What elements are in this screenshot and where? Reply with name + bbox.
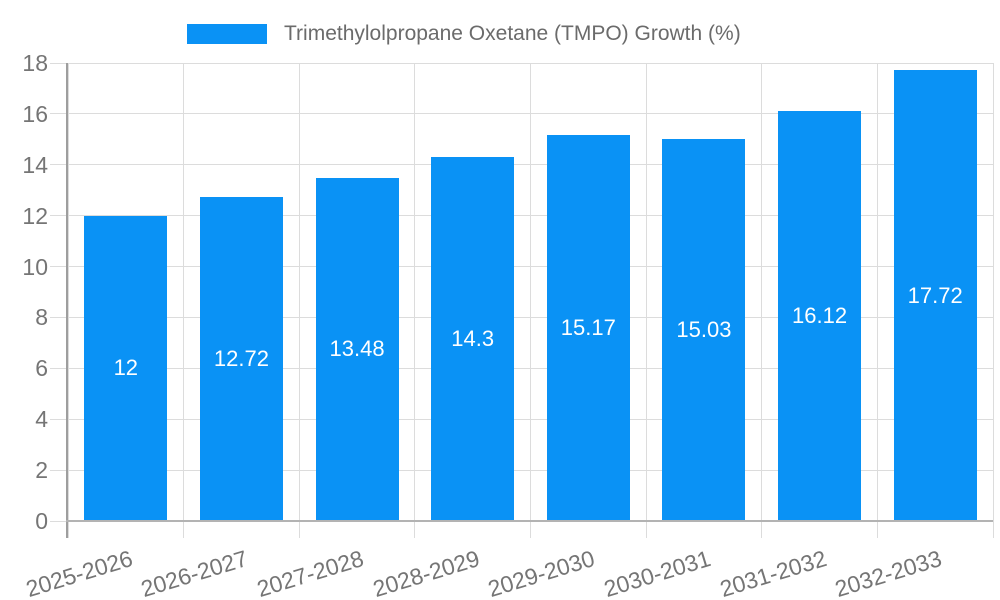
y-tick-label: 6 xyxy=(35,355,48,382)
y-tick-label: 14 xyxy=(22,151,48,178)
bar[interactable]: 16.12 xyxy=(778,110,862,521)
gridline-v xyxy=(645,63,647,538)
y-tick-label: 16 xyxy=(22,100,48,127)
legend[interactable]: Trimethylolpropane Oxetane (TMPO) Growth… xyxy=(187,22,741,46)
gridline-h xyxy=(50,113,993,115)
gridline-v xyxy=(761,63,763,538)
gridline-h xyxy=(50,62,993,64)
bar[interactable]: 15.03 xyxy=(662,138,746,521)
gridline-h xyxy=(50,367,993,369)
gridline-v xyxy=(992,63,994,538)
gridline-h xyxy=(50,316,993,318)
bar-value-label: 14.3 xyxy=(451,326,495,352)
bar[interactable]: 12.72 xyxy=(199,197,283,521)
bar-value-label: 16.12 xyxy=(792,302,848,328)
bar-value-label: 15.17 xyxy=(560,314,616,340)
y-tick-label: 0 xyxy=(35,508,48,534)
y-tick-label: 18 xyxy=(22,50,48,76)
gridline-h xyxy=(50,164,993,166)
bar-value-label: 12.72 xyxy=(213,346,269,372)
gridline-v xyxy=(414,63,416,538)
y-tick-label: 10 xyxy=(22,253,48,280)
bar[interactable]: 14.3 xyxy=(431,157,515,521)
bar-value-label: 13.48 xyxy=(329,336,385,362)
legend-swatch xyxy=(187,24,267,44)
gridline-v xyxy=(298,63,300,538)
gridline-h xyxy=(50,266,993,268)
bar-value-label: 15.03 xyxy=(676,316,732,342)
gridline-h xyxy=(50,418,993,420)
gridline-v xyxy=(876,63,878,538)
y-axis-line xyxy=(66,63,68,538)
y-tick-label: 2 xyxy=(35,457,48,484)
bar-value-label: 12 xyxy=(113,355,139,381)
bar[interactable]: 15.17 xyxy=(546,135,630,521)
gridline-h xyxy=(50,469,993,471)
bar-value-label: 17.72 xyxy=(907,282,963,308)
gridline-v xyxy=(530,63,531,538)
x-axis-line xyxy=(66,520,993,522)
gridline-h xyxy=(50,215,993,217)
bar[interactable]: 13.48 xyxy=(315,178,399,521)
gridline-v xyxy=(67,63,69,538)
y-tick-label: 12 xyxy=(22,202,48,229)
gridline-v xyxy=(183,63,185,538)
bar[interactable]: 17.72 xyxy=(893,70,977,521)
bar[interactable]: 12 xyxy=(84,215,168,521)
y-tick-label: 8 xyxy=(35,304,48,331)
y-tick-label: 4 xyxy=(35,406,48,433)
legend-label: Trimethylolpropane Oxetane (TMPO) Growth… xyxy=(284,22,741,45)
